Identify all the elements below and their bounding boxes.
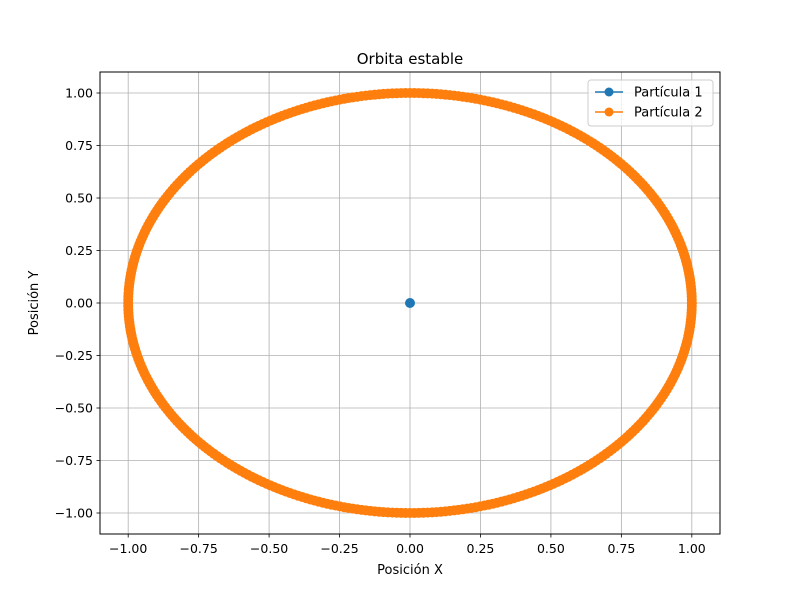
- x-tick-label: −0.25: [320, 541, 358, 556]
- x-axis-label: Posición X: [377, 563, 443, 578]
- particula-2-point: [686, 298, 697, 308]
- x-tick-label: −1.00: [109, 541, 147, 556]
- y-tick-label: −0.25: [55, 348, 93, 363]
- x-tick-label: 0.50: [537, 541, 565, 556]
- y-tick-label: −1.00: [55, 506, 93, 521]
- axis-ticks: −1.00 −0.75 −0.50 −0.25 0.00 0.25 0.50 0.75 1.00…: [55, 86, 706, 557]
- legend-item: Partícula 1: [595, 86, 703, 101]
- legend: Partícula 1 Partícula 2: [587, 79, 714, 127]
- chart-title: Orbita estable: [357, 50, 464, 68]
- legend-marker: [604, 87, 614, 97]
- y-tick-label: −0.50: [55, 401, 93, 416]
- legend-item: Partícula 2: [595, 106, 703, 121]
- legend-label: Partícula 1: [634, 86, 703, 101]
- x-tick-label: −0.50: [250, 541, 288, 556]
- x-tick-label: 0.75: [607, 541, 635, 556]
- y-tick-label: 0.50: [65, 191, 93, 206]
- y-axis-label: Posición Y: [27, 271, 42, 336]
- y-tick-label: 0.75: [65, 138, 93, 153]
- plot-area: [123, 88, 697, 518]
- y-tick-label: 1.00: [65, 86, 93, 101]
- particula-1-point: [405, 298, 415, 308]
- x-tick-label: 0.25: [467, 541, 495, 556]
- legend-label: Partícula 2: [634, 106, 703, 121]
- x-tick-label: −0.75: [179, 541, 217, 556]
- x-tick-label: 0.00: [396, 541, 424, 556]
- x-tick-label: 1.00: [678, 541, 706, 556]
- y-tick-label: −0.75: [55, 453, 93, 468]
- y-tick-label: 0.00: [65, 296, 93, 311]
- y-tick-label: 0.25: [65, 243, 93, 258]
- series-particula-2-markers: [123, 88, 697, 518]
- legend-marker: [604, 107, 614, 117]
